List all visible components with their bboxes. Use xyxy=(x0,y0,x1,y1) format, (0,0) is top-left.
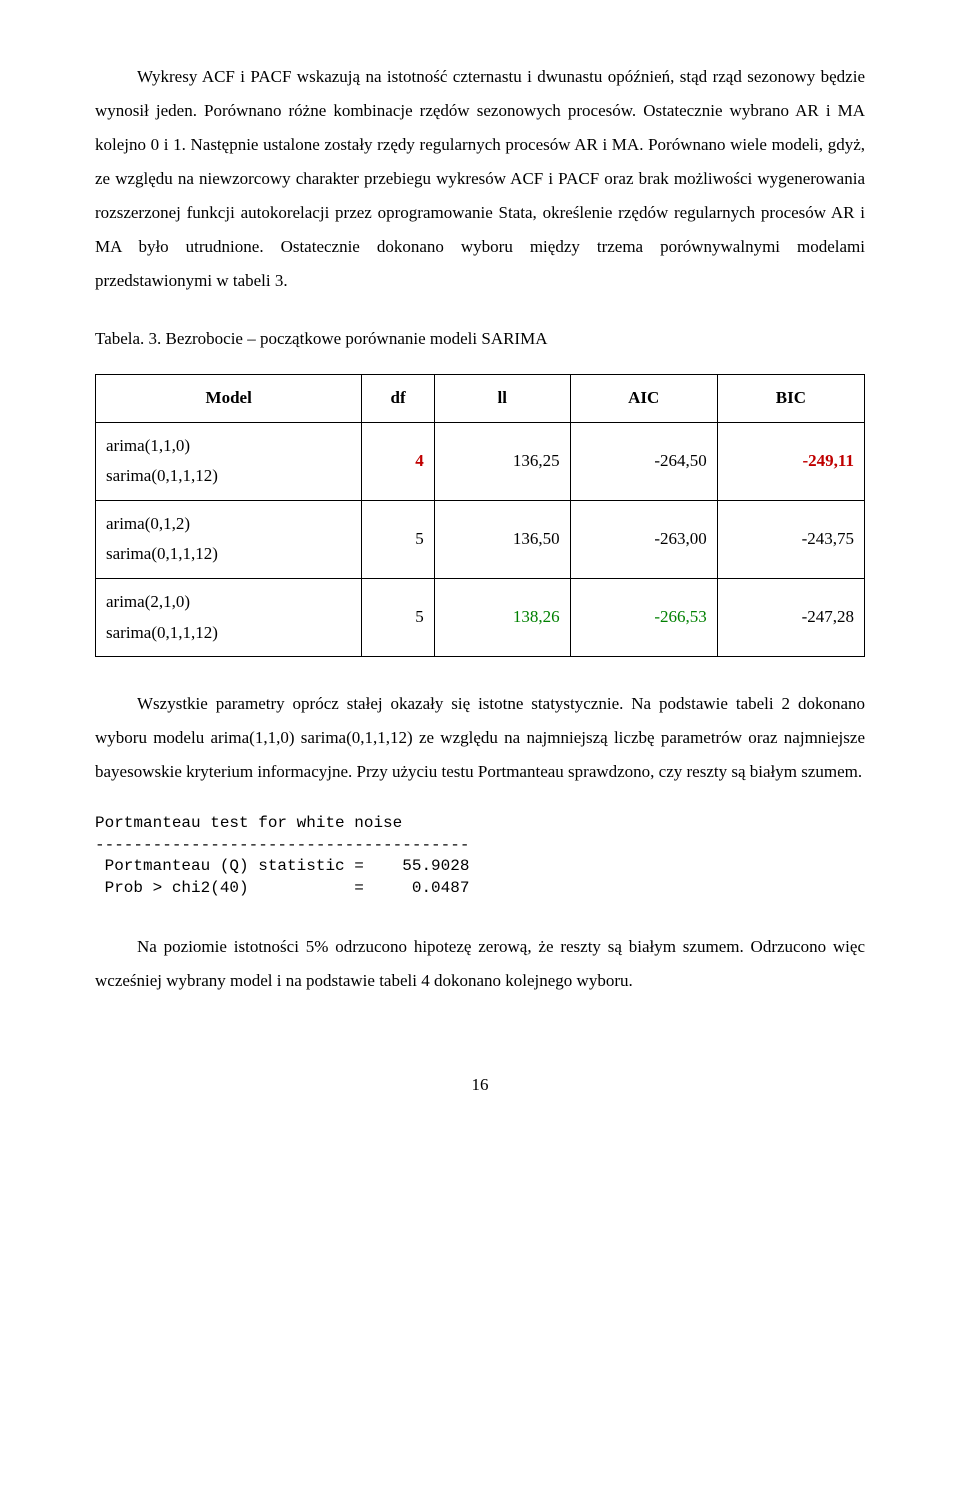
col-bic: BIC xyxy=(717,375,864,423)
col-ll: ll xyxy=(434,375,570,423)
cell-ll: 136,25 xyxy=(434,422,570,500)
sarima-comparison-table: Model df ll AIC BIC arima(1,1,0) sarima(… xyxy=(95,374,865,657)
table-row: arima(0,1,2) sarima(0,1,1,12) 5 136,50 -… xyxy=(96,500,865,578)
cell-bic: -243,75 xyxy=(717,500,864,578)
paragraph-1: Wykresy ACF i PACF wskazują na istotność… xyxy=(95,60,865,298)
model-line1: arima(1,1,0) xyxy=(106,436,190,455)
model-line2: sarima(0,1,1,12) xyxy=(106,623,218,642)
model-line2: sarima(0,1,1,12) xyxy=(106,544,218,563)
cell-model: arima(0,1,2) sarima(0,1,1,12) xyxy=(96,500,362,578)
col-df: df xyxy=(362,375,434,423)
cell-ll: 138,26 xyxy=(434,578,570,656)
table-caption: Tabela. 3. Bezrobocie – początkowe porów… xyxy=(95,322,865,356)
cell-bic: -249,11 xyxy=(717,422,864,500)
table-row: arima(1,1,0) sarima(0,1,1,12) 4 136,25 -… xyxy=(96,422,865,500)
mono-line: --------------------------------------- xyxy=(95,836,469,854)
mono-line: Portmanteau (Q) statistic = 55.9028 xyxy=(95,857,469,875)
model-line1: arima(0,1,2) xyxy=(106,514,190,533)
cell-aic: -264,50 xyxy=(570,422,717,500)
cell-df: 4 xyxy=(362,422,434,500)
cell-aic: -263,00 xyxy=(570,500,717,578)
cell-df: 5 xyxy=(362,578,434,656)
table-row: arima(2,1,0) sarima(0,1,1,12) 5 138,26 -… xyxy=(96,578,865,656)
model-line1: arima(2,1,0) xyxy=(106,592,190,611)
cell-model: arima(2,1,0) sarima(0,1,1,12) xyxy=(96,578,362,656)
table-header-row: Model df ll AIC BIC xyxy=(96,375,865,423)
paragraph-3: Na poziomie istotności 5% odrzucono hipo… xyxy=(95,930,865,998)
model-line2: sarima(0,1,1,12) xyxy=(106,466,218,485)
cell-bic: -247,28 xyxy=(717,578,864,656)
portmanteau-output: Portmanteau test for white noise -------… xyxy=(95,813,865,899)
col-aic: AIC xyxy=(570,375,717,423)
cell-df: 5 xyxy=(362,500,434,578)
mono-line: Prob > chi2(40) = 0.0487 xyxy=(95,879,469,897)
paragraph-2: Wszystkie parametry oprócz stałej okazał… xyxy=(95,687,865,789)
page-number: 16 xyxy=(95,1068,865,1102)
cell-aic: -266,53 xyxy=(570,578,717,656)
mono-line: Portmanteau test for white noise xyxy=(95,814,402,832)
cell-ll: 136,50 xyxy=(434,500,570,578)
col-model: Model xyxy=(96,375,362,423)
cell-model: arima(1,1,0) sarima(0,1,1,12) xyxy=(96,422,362,500)
